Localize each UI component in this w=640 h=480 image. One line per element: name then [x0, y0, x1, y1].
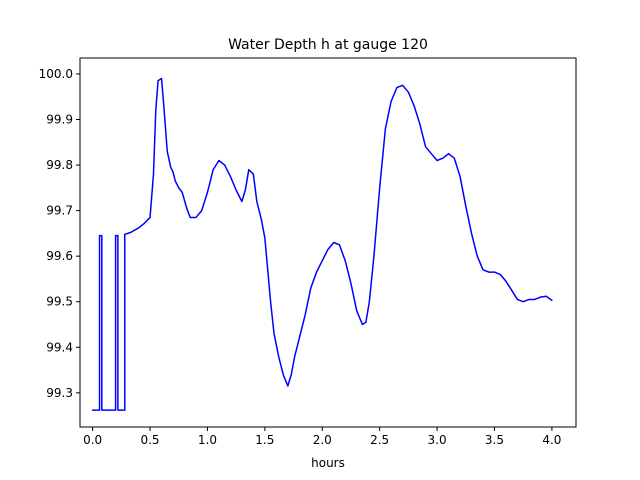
x-tick-label: 2.0 [313, 433, 332, 447]
y-tick-label: 99.5 [46, 295, 73, 309]
series-layer [91, 77, 553, 411]
x-tick-label: 1.0 [198, 433, 217, 447]
x-axis-ticks: 0.0 0.5 1.0 1.5 2.0 2.5 3.0 3.5 4.0 [83, 427, 561, 447]
chart-title: Water Depth h at gauge 120 [228, 37, 428, 53]
x-tick-label: 0.5 [140, 433, 159, 447]
x-axis-label: hours [311, 456, 345, 470]
y-tick-label: 99.9 [46, 113, 73, 127]
x-tick-label: 4.0 [542, 433, 561, 447]
x-tick-label: 2.5 [370, 433, 389, 447]
x-tick-label: 0.0 [83, 433, 102, 447]
y-tick-label: 99.7 [46, 204, 73, 218]
y-tick-label: 99.6 [46, 249, 73, 263]
y-axis-ticks: 99.3 99.4 99.5 99.6 99.7 99.8 99.9 100.0 [39, 67, 80, 400]
y-tick-label: 99.3 [46, 386, 73, 400]
series-line-0 [91, 77, 553, 411]
y-tick-label: 100.0 [39, 67, 73, 81]
y-tick-label: 99.4 [46, 340, 73, 354]
x-tick-label: 3.5 [485, 433, 504, 447]
y-tick-label: 99.8 [46, 158, 73, 172]
plot-area [80, 58, 576, 427]
x-tick-label: 3.0 [428, 433, 447, 447]
x-tick-label: 1.5 [255, 433, 274, 447]
axes-frame [79, 57, 577, 428]
